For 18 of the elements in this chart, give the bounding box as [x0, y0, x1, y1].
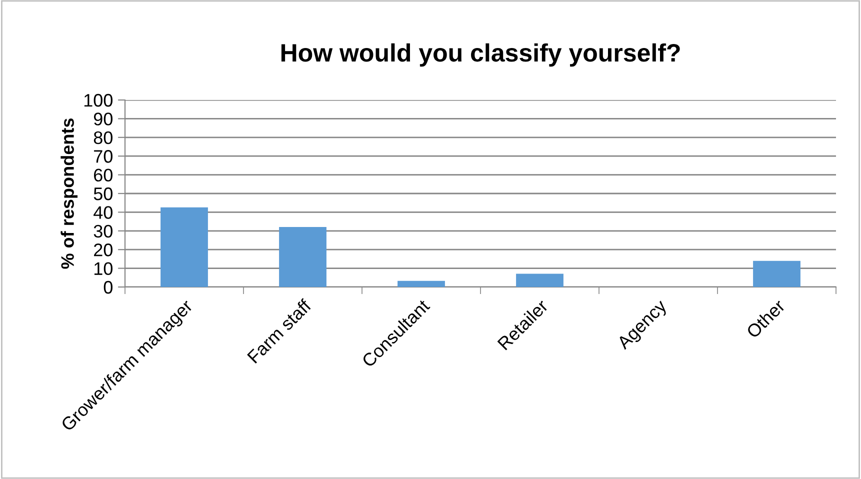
y-tick-label: 30 — [94, 224, 112, 238]
y-tick-label: 80 — [94, 131, 112, 144]
y-tick-label: 40 — [94, 206, 112, 219]
bar — [516, 274, 564, 287]
y-tick-label: 100 — [84, 94, 112, 107]
y-tick-label: 10 — [94, 262, 112, 276]
y-tick-label: 0 — [104, 280, 112, 294]
bar — [160, 207, 208, 287]
bar — [753, 260, 800, 287]
y-tick-label: 60 — [94, 168, 112, 182]
bar — [279, 226, 326, 287]
y-tick-label: 20 — [94, 244, 112, 256]
bar — [398, 280, 445, 287]
y-tick-label: 50 — [94, 187, 112, 200]
y-axis-title: % of respondents — [60, 118, 78, 269]
y-tick-label: 70 — [94, 150, 112, 163]
chart-title: How would you classify yourself? — [281, 43, 680, 67]
y-tick-label: 90 — [94, 112, 112, 126]
